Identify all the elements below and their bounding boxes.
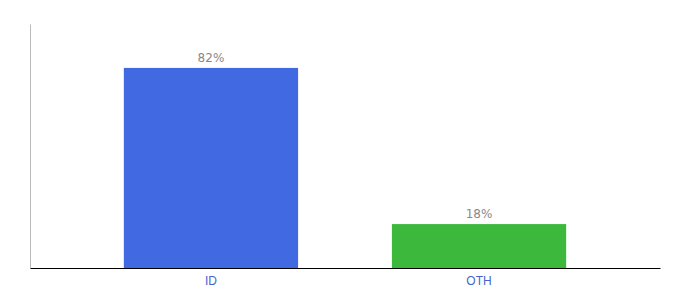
chart: ID OTH 82% 18% [0,0,680,300]
data-label: 18% [466,207,493,221]
x-tick-label: ID [205,274,217,288]
plot: ID OTH 82% 18% [31,25,661,288]
data-labels: 82% 18% [198,51,493,221]
y-axis-line [30,25,31,269]
x-axis: ID OTH [31,268,661,288]
data-label: 82% [198,51,225,65]
y-axis [30,25,31,269]
x-tick: OTH [466,268,491,288]
bars [124,68,566,268]
bar [392,224,566,268]
x-tick-label: OTH [466,274,491,288]
bar [124,68,298,268]
x-axis-line [31,268,661,269]
x-tick: ID [205,268,217,288]
